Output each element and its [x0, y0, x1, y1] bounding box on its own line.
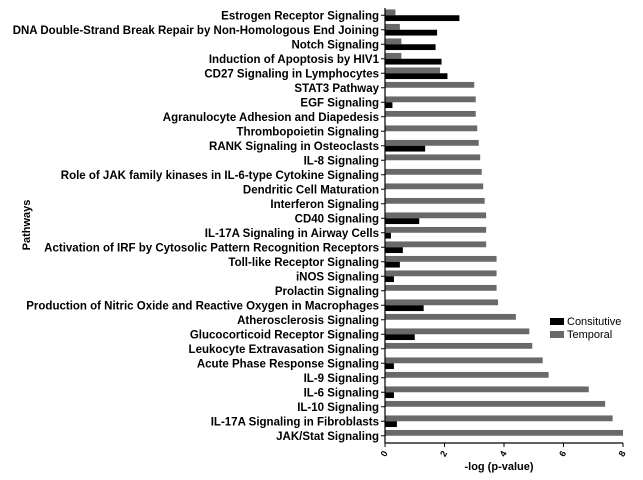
bar-constitutive	[385, 29, 438, 36]
x-tick-label: 2	[438, 449, 449, 458]
category-label: Dendritic Cell Maturation	[243, 184, 379, 196]
bar-temporal	[385, 154, 481, 161]
bar-temporal	[385, 255, 497, 262]
bar-temporal	[385, 52, 402, 59]
category-label: Interferon Signaling	[270, 199, 379, 211]
bar-temporal	[385, 125, 478, 132]
category-label: Induction of Apoptosis by HIV1	[209, 54, 380, 66]
category-label: IL-9 Signaling	[304, 373, 379, 385]
x-axis-title: -log (p-value)	[464, 461, 533, 473]
bar-temporal	[385, 386, 589, 393]
category-label: IL-8 Signaling	[304, 155, 379, 167]
category-label: RANK Signaling in Osteoclasts	[209, 141, 379, 153]
y-axis-title: Pathways	[21, 200, 33, 251]
bar-constitutive	[385, 73, 448, 80]
bar-temporal	[385, 226, 487, 233]
bar-constitutive	[385, 276, 394, 283]
category-label: JAK/Stat Signaling	[276, 431, 379, 443]
bar-constitutive	[385, 232, 391, 239]
bar-temporal	[385, 81, 475, 88]
bar-temporal	[385, 67, 441, 74]
x-tick-label: 4	[498, 449, 509, 458]
category-label: Toll-like Receptor Signaling	[228, 257, 379, 269]
category-label: Production of Nitric Oxide and Reactive …	[26, 300, 379, 312]
category-label: Notch Signaling	[291, 39, 379, 51]
bar-temporal	[385, 139, 479, 146]
category-label: Leukocyte Extravasation Signaling	[189, 344, 379, 356]
bar-temporal	[385, 110, 476, 117]
bar-temporal	[385, 284, 497, 291]
category-label: IL-17A Signaling in Fibroblasts	[211, 416, 379, 428]
bar-temporal	[385, 429, 623, 436]
category-label: Acute Phase Response Signaling	[197, 358, 379, 370]
bar-temporal	[385, 328, 530, 335]
category-label: IL-10 Signaling	[297, 402, 379, 414]
x-tick-label: 6	[557, 449, 568, 458]
bar-temporal	[385, 38, 402, 45]
bar-constitutive	[385, 334, 415, 341]
legend-swatch	[550, 331, 564, 338]
bar-temporal	[385, 183, 484, 190]
legend-swatch	[550, 318, 564, 325]
bar-constitutive	[385, 392, 394, 399]
bar-temporal	[385, 313, 516, 320]
category-label: IL-17A Signaling in Airway Cells	[205, 228, 379, 240]
bar-temporal	[385, 241, 487, 248]
category-label: Atherosclerosis Signaling	[237, 315, 379, 327]
bar-constitutive	[385, 58, 442, 65]
category-label: Role of JAK family kinases in IL-6-type …	[61, 170, 379, 182]
bar-temporal	[385, 23, 400, 30]
bar-temporal	[385, 400, 606, 407]
bar-temporal	[385, 415, 613, 422]
bar-constitutive	[385, 44, 436, 51]
category-label: Agranulocyte Adhesion and Diapedesis	[163, 112, 379, 124]
bar-constitutive	[385, 421, 397, 428]
bar-temporal	[385, 168, 482, 175]
bar-constitutive	[385, 145, 426, 152]
category-label: iNOS Signaling	[296, 271, 379, 283]
x-tick-label: 8	[617, 449, 628, 458]
category-label: STAT3 Pathway	[294, 83, 379, 95]
category-label: EGF Signaling	[300, 97, 379, 109]
bar-constitutive	[385, 247, 403, 254]
category-label: Activation of IRF by Cytosolic Pattern R…	[44, 242, 379, 254]
bar-temporal	[385, 9, 396, 16]
bar-temporal	[385, 96, 476, 103]
bar-temporal	[385, 270, 497, 277]
category-labels: Estrogen Receptor Signaling DNA Double-St…	[13, 10, 385, 443]
bar-temporal	[385, 197, 485, 204]
category-label: Prolactin Signaling	[275, 286, 379, 298]
bar-constitutive	[385, 363, 394, 370]
category-label: CD40 Signaling	[295, 213, 379, 225]
legend-label: Temporal	[567, 329, 612, 341]
legend-label: Consitutive	[567, 316, 621, 328]
bar-constitutive	[385, 305, 424, 312]
category-label: Estrogen Receptor Signaling	[221, 10, 379, 22]
bar-temporal	[385, 371, 549, 378]
bar-temporal	[385, 299, 499, 306]
category-label: Glucocorticoid Receptor Signaling	[190, 329, 379, 341]
bars-layer	[385, 9, 623, 436]
bar-constitutive	[385, 218, 420, 225]
category-label: IL-6 Signaling	[304, 387, 379, 399]
x-tick-label: 0	[379, 449, 390, 458]
bar-constitutive	[385, 102, 393, 109]
bar-constitutive	[385, 261, 400, 268]
bar-constitutive	[385, 15, 460, 22]
x-axis-ticks: 0 2 4 6 8	[379, 443, 628, 458]
category-label: DNA Double-Strand Break Repair by Non-Ho…	[13, 25, 379, 37]
category-label: Thrombopoietin Signaling	[237, 126, 379, 138]
category-label: CD27 Signaling in Lymphocytes	[204, 68, 379, 80]
bar-temporal	[385, 357, 543, 364]
bar-temporal	[385, 212, 487, 219]
bar-temporal	[385, 342, 533, 349]
